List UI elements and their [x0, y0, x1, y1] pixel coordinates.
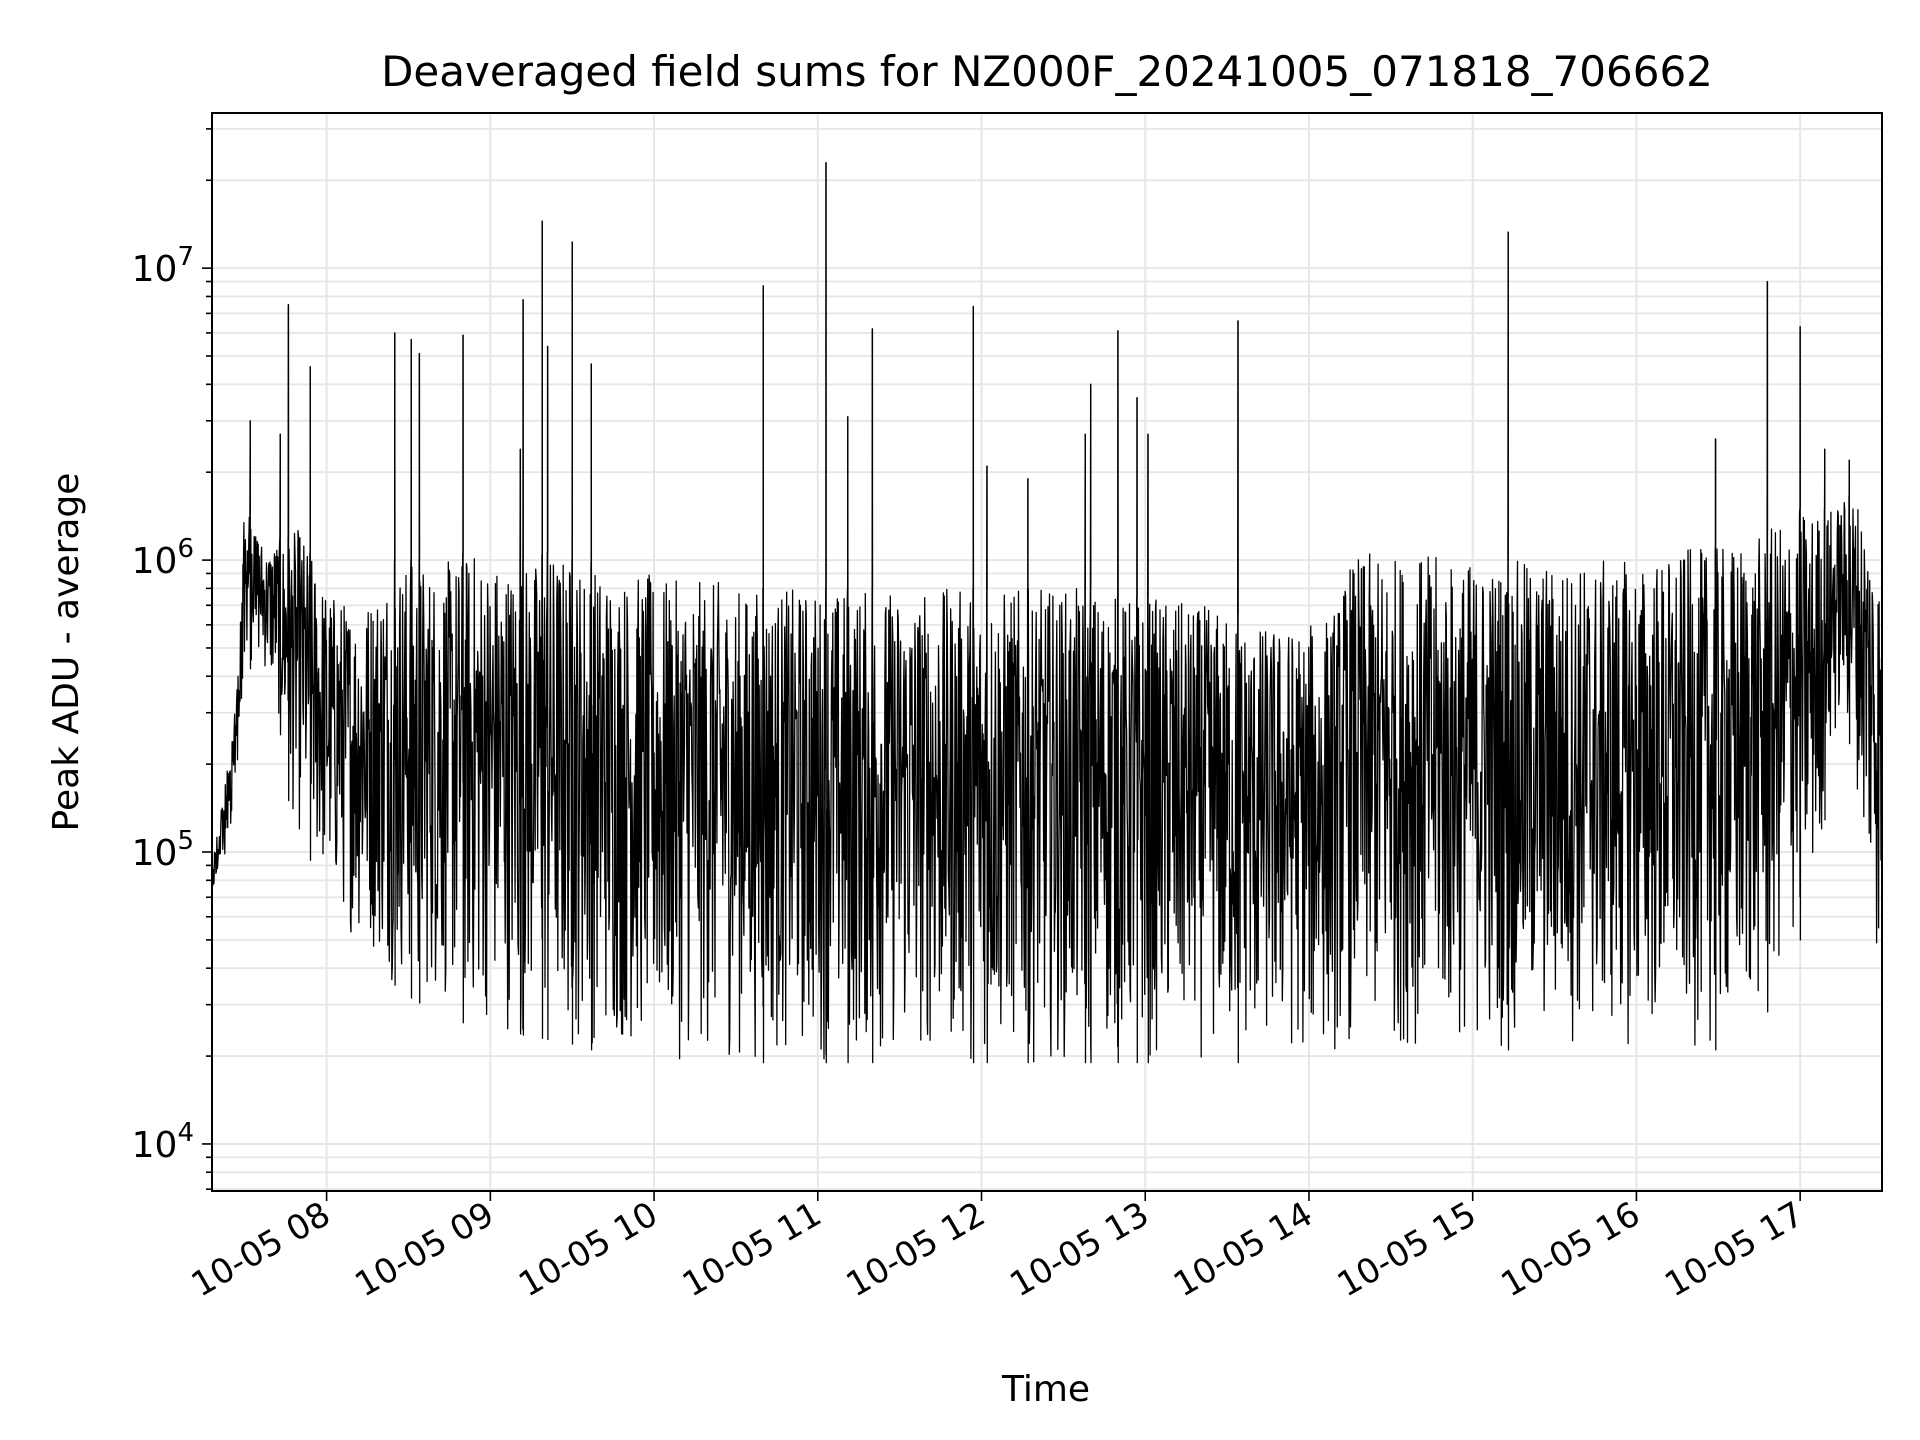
y-tick-label-base: 10	[132, 833, 178, 874]
y-tick-label: 104	[132, 1118, 194, 1166]
series-line	[211, 161, 1883, 1064]
y-tick-label-exponent: 5	[177, 826, 194, 856]
chart-title: Deaveraged field sums for NZ000F_2024100…	[381, 47, 1713, 96]
y-tick-label-base: 10	[132, 1125, 178, 1166]
y-axis-label: Peak ADU - average	[46, 473, 87, 832]
y-tick-label: 106	[132, 534, 194, 582]
y-tick-label-base: 10	[132, 541, 178, 582]
data-series	[211, 161, 1883, 1064]
plot-frame	[211, 112, 1883, 1192]
y-tick-label: 105	[132, 826, 194, 874]
y-tick-label-exponent: 7	[177, 242, 194, 272]
x-axis-label: Time	[1001, 1369, 1090, 1410]
y-tick-label: 107	[132, 242, 194, 290]
y-tick-label-base: 10	[132, 249, 178, 290]
y-tick-label-exponent: 6	[177, 534, 194, 564]
y-tick-label-exponent: 4	[177, 1118, 194, 1148]
